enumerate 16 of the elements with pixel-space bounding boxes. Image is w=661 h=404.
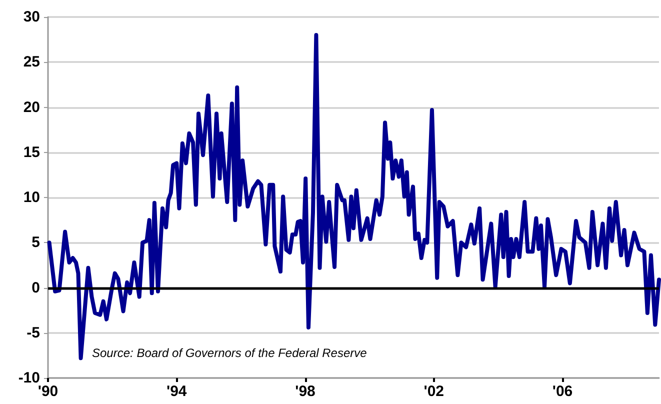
x-tick-label: '98 [295,383,316,400]
annotation: Source: Board of Governors of the Federal Reserve [92,346,368,360]
y-tick-label: 20 [23,98,40,116]
y-tick-label: 15 [23,144,40,161]
x-tick-label: '06 [552,383,573,400]
y-tick-label: 0 [32,279,40,296]
y-tick-label: 30 [23,8,40,26]
line-series [47,33,661,360]
y-tick-label: 5 [32,234,40,252]
x-tick-label: '02 [424,383,444,400]
y-tick-label: -5 [26,324,40,342]
y-tick-label: 10 [23,189,40,206]
y-tick-label: 25 [23,54,40,71]
x-tick-label: '94 [166,383,188,400]
x-tick-label: '90 [38,383,58,400]
y-tick-label: -10 [18,370,40,386]
